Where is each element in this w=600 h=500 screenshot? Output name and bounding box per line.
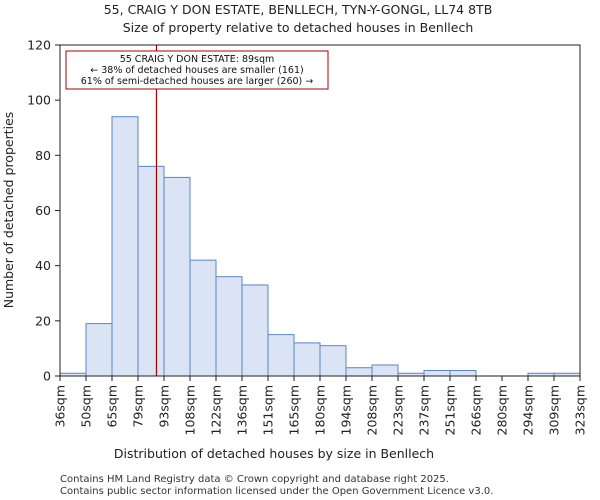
y-tick-label: 20 [35, 313, 51, 328]
annotation-line-3: 61% of semi-detached houses are larger (… [81, 76, 314, 87]
x-tick-label: 280sqm [495, 385, 510, 435]
x-tick-label: 108sqm [183, 385, 198, 435]
annotation-box [65, 50, 329, 90]
bar-136sqm [241, 284, 269, 377]
y-tick-label: 0 [43, 369, 51, 384]
chart-subtitle: Size of property relative to detached ho… [123, 20, 474, 35]
bars-group [59, 116, 581, 377]
x-tick-label: 323sqm [573, 385, 588, 435]
footer-line-1: Contains HM Land Registry data © Crown c… [60, 474, 449, 485]
x-tick-label: 50sqm [79, 385, 94, 428]
x-axis-label: Distribution of detached houses by size … [114, 446, 434, 461]
x-tick-label: 79sqm [131, 385, 146, 428]
bar-194sqm [345, 367, 373, 377]
x-tick-label: 93sqm [157, 385, 172, 428]
x-tick-label: 309sqm [547, 385, 562, 435]
x-tick-label: 223sqm [391, 385, 406, 435]
x-tick-label: 251sqm [443, 385, 458, 435]
bar-65sqm [111, 116, 139, 377]
chart-title: 55, CRAIG Y DON ESTATE, BENLLECH, TYN-Y-… [104, 2, 493, 17]
y-axis-ticks: 0 20 40 60 80 100 120 [27, 38, 60, 384]
x-tick-label: 151sqm [261, 385, 276, 435]
bar-108sqm [189, 259, 217, 377]
x-tick-label: 165sqm [287, 385, 302, 435]
x-tick-label: 266sqm [469, 385, 484, 435]
y-tick-label: 120 [27, 38, 51, 53]
x-tick-label: 194sqm [339, 385, 354, 435]
y-tick-label: 100 [27, 93, 51, 108]
x-tick-label: 136sqm [235, 385, 250, 435]
bar-251sqm [449, 369, 477, 377]
bar-79sqm [137, 165, 165, 377]
bar-122sqm [215, 276, 243, 377]
x-tick-label: 180sqm [313, 385, 328, 435]
bar-237sqm [423, 369, 451, 377]
bar-50sqm [85, 323, 113, 377]
bar-180sqm [319, 345, 347, 377]
bar-151sqm [267, 334, 295, 377]
footer-line-2: Contains public sector information licen… [60, 486, 493, 497]
y-tick-label: 40 [35, 258, 51, 273]
x-axis-ticks: 36sqm 50sqm 65sqm 79sqm 93sqm 108sqm 122sqm 136… [53, 376, 588, 435]
y-tick-label: 80 [35, 148, 51, 163]
y-axis-label: Number of detached properties [1, 112, 16, 309]
bar-208sqm [371, 364, 399, 377]
x-tick-label: 36sqm [53, 385, 68, 428]
x-tick-label: 122sqm [209, 385, 224, 435]
annotation-line-1: 55 CRAIG Y DON ESTATE: 89sqm [120, 54, 275, 65]
bar-165sqm [293, 342, 321, 377]
x-tick-label: 294sqm [521, 385, 536, 435]
x-tick-label: 65sqm [105, 385, 120, 428]
x-tick-label: 237sqm [417, 385, 432, 435]
bar-93sqm [163, 176, 191, 377]
plot-frame [59, 44, 581, 377]
y-tick-label: 60 [35, 203, 51, 218]
x-tick-label: 208sqm [365, 385, 380, 435]
annotation-line-2: ← 38% of detached houses are smaller (16… [90, 65, 303, 76]
